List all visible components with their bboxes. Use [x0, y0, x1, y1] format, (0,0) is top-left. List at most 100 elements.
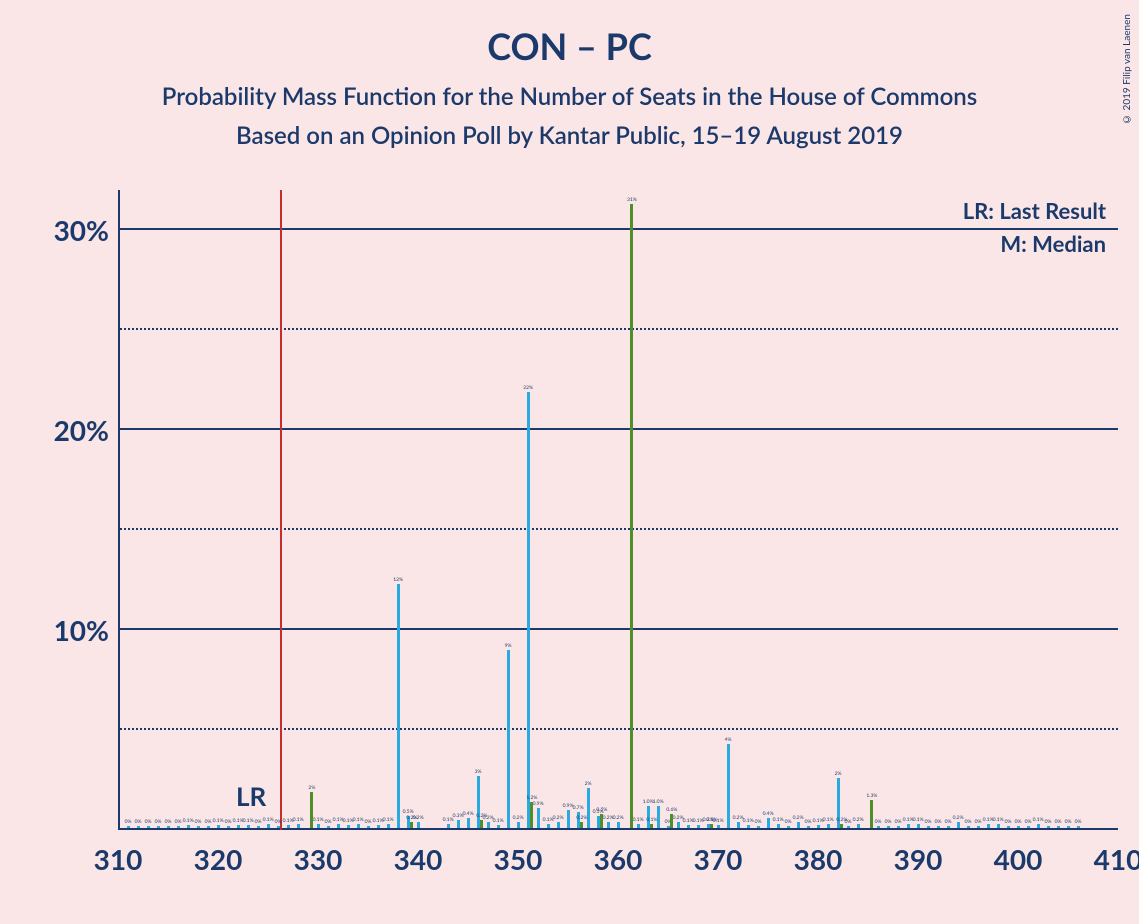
bar-value-label: 0% — [145, 819, 152, 825]
bar-series-b: 2% — [310, 792, 313, 828]
bar-value-label: 2% — [835, 771, 842, 777]
bar-value-label: 0% — [945, 819, 952, 825]
bar-value-label: 0.1% — [743, 818, 754, 824]
x-axis-label: 380 — [794, 842, 843, 876]
bar-series-a: 0.3% — [457, 820, 460, 828]
bar-series-b: 0.2% — [840, 824, 843, 828]
bar-value-label: 0.2% — [953, 815, 964, 821]
bar-value-label: 0.1% — [823, 817, 834, 823]
legend-m: M: Median — [963, 227, 1106, 260]
lr-marker-line — [280, 190, 282, 830]
bar-series-a: 0.2% — [677, 822, 680, 828]
bar-value-label: 0.1% — [646, 817, 657, 823]
bar-series-a: 0% — [1067, 826, 1070, 828]
bar-series-a: 0% — [877, 826, 880, 828]
bar-series-b: 0.5% — [600, 814, 603, 828]
bar-series-a: 9% — [507, 650, 510, 828]
bar-series-a: 0.1% — [187, 825, 190, 828]
bar-series-a: 0.2% — [517, 822, 520, 828]
bar-value-label: 0% — [965, 819, 972, 825]
bar-series-a: 0.2% — [557, 822, 560, 828]
bar-series-a: 0.1% — [907, 824, 910, 828]
bar-series-a: 0.1% — [827, 824, 830, 828]
bar-value-label: 0% — [325, 819, 332, 825]
bar-value-label: 0.2% — [576, 815, 587, 821]
bar-series-a: 0.2% — [487, 822, 490, 828]
legend-lr: LR: Last Result — [963, 194, 1106, 227]
bar-series-a: 3% — [477, 776, 480, 828]
bar-series-a: 0.2% — [797, 822, 800, 828]
bar-series-a: 0% — [327, 826, 330, 828]
bar-value-label: 22% — [523, 385, 533, 391]
bar-series-a: 0.2% — [707, 824, 710, 828]
bar-series-a: 0.1% — [987, 824, 990, 828]
x-axis-label: 360 — [594, 842, 643, 876]
bar-series-a: 0.5% — [597, 816, 600, 828]
x-axis-label: 410 — [1094, 842, 1139, 876]
bar-series-a: 0.2% — [737, 822, 740, 828]
bar-series-a: 0.1% — [717, 825, 720, 828]
bar-series-b: 0.6% — [670, 814, 673, 828]
bar-series-a: 0.1% — [697, 825, 700, 828]
bar-value-label: 0% — [225, 819, 232, 825]
bar-series-a: 0% — [787, 826, 790, 828]
bar-series-a: 0% — [1057, 826, 1060, 828]
copyright-text: © 2019 Filip van Laenen — [1121, 14, 1133, 125]
bar-series-a: 0.1% — [267, 824, 270, 828]
bar-series-a: 0.1% — [997, 824, 1000, 828]
gridline-dotted — [120, 528, 1118, 530]
bar-value-label: 0% — [1015, 819, 1022, 825]
bar-value-label: 0.2% — [553, 815, 564, 821]
x-axis-line — [120, 828, 1118, 830]
bar-series-a: 0.1% — [447, 824, 450, 828]
bar-value-label: 0% — [935, 819, 942, 825]
legend: LR: Last Result M: Median — [963, 194, 1106, 260]
bar-series-a: 0% — [897, 826, 900, 828]
plot-area: LR: Last Result M: Median LR0%0%0%0%0%0%… — [118, 190, 1118, 830]
x-axis-label: 400 — [994, 842, 1043, 876]
bar-series-a: 0% — [757, 826, 760, 828]
chart-title: CON – PC — [0, 0, 1139, 68]
bar-value-label: 0% — [135, 819, 142, 825]
bar-series-a: 0.2% — [607, 822, 610, 828]
bar-series-a: 0% — [967, 826, 970, 828]
bar-series-a: 0.1% — [917, 824, 920, 828]
bar-series-a: 0.1% — [347, 825, 350, 828]
bar-series-a: 0% — [257, 826, 260, 828]
bar-series-a: 0% — [177, 826, 180, 828]
bar-series-a: 0% — [207, 826, 210, 828]
bar-value-label: 0% — [1065, 819, 1072, 825]
gridline-solid — [120, 228, 1118, 230]
bar-value-label: 3% — [475, 769, 482, 775]
bar-value-label: 0.7% — [573, 805, 584, 811]
bar-series-a: 0.2% — [617, 822, 620, 828]
bar-series-a: 0% — [157, 826, 160, 828]
bar-value-label: 0% — [165, 819, 172, 825]
gridline-solid — [120, 428, 1118, 430]
bar-series-a: 0.4% — [467, 818, 470, 828]
bar-series-a: 0.1% — [357, 824, 360, 828]
bar-value-label: 0% — [205, 819, 212, 825]
bar-value-label: 0.1% — [313, 817, 324, 823]
bar-series-a: 0.9% — [537, 808, 540, 828]
bar-value-label: 0% — [1045, 819, 1052, 825]
bar-value-label: 0% — [885, 819, 892, 825]
bar-series-a: 0.1% — [497, 825, 500, 828]
bar-value-label: 1.2% — [526, 795, 537, 801]
bar-series-a: 0.9% — [567, 810, 570, 828]
chart-subtitle-1: Probability Mass Function for the Number… — [0, 82, 1139, 111]
x-axis-label: 320 — [194, 842, 243, 876]
bar-series-a: 0% — [927, 826, 930, 828]
bar-series-a: 0% — [167, 826, 170, 828]
x-axis-label: 350 — [494, 842, 543, 876]
bar-series-a: 0% — [277, 826, 280, 828]
bar-value-label: 0.9% — [533, 801, 544, 807]
chart-area: LR: Last Result M: Median LR0%0%0%0%0%0%… — [118, 190, 1139, 830]
bar-series-a: 0.1% — [637, 824, 640, 828]
bar-series-a: 0% — [847, 826, 850, 828]
bar-series-b: 0.2% — [410, 822, 413, 828]
bar-series-a: 0.1% — [377, 825, 380, 828]
bar-series-a: 0.1% — [817, 825, 820, 828]
bar-series-b: 0.1% — [710, 824, 713, 828]
bar-series-a: 0% — [147, 826, 150, 828]
